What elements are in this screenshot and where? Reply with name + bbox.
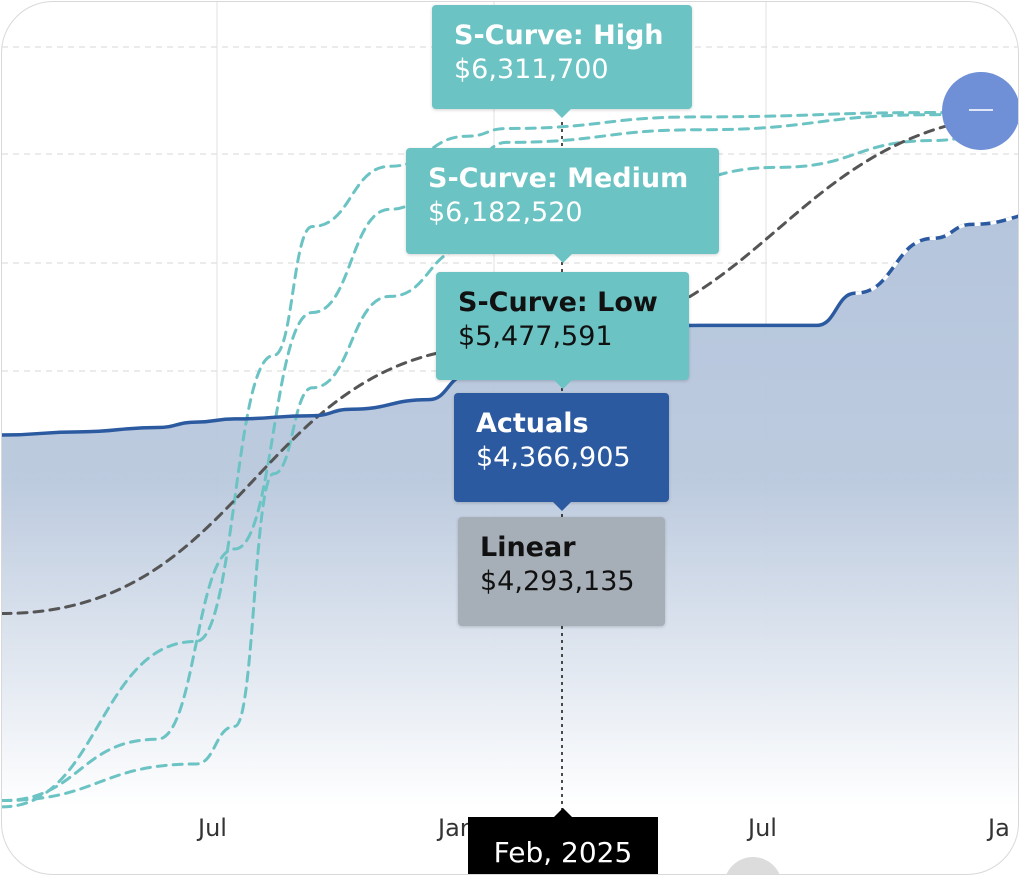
series-line-s-curve-medium[interactable]: [2, 110, 1019, 803]
tooltip-s-curve-medium: S-Curve: Medium $6,182,520: [406, 148, 719, 263]
x-tick-label: Jul: [198, 814, 227, 842]
tooltip-value: $4,366,905: [476, 442, 631, 473]
x-tick-label: Jul: [748, 814, 777, 842]
series-line-s-curve-high[interactable]: [2, 111, 1019, 809]
x-tick-label: Ja: [988, 814, 1010, 842]
collapse-handle-icon[interactable]: [942, 72, 1018, 150]
tooltip-title: S-Curve: Medium: [428, 163, 689, 194]
tooltip-s-curve-low: S-Curve: Low $5,477,591: [436, 272, 689, 389]
tooltip-s-curve-high: S-Curve: High $6,311,700: [432, 5, 692, 118]
tooltip-value: $6,311,700: [454, 54, 609, 85]
tooltip-title: S-Curve: High: [454, 20, 664, 51]
tooltip-value: $5,477,591: [458, 321, 613, 352]
series-lines: [2, 110, 1019, 809]
tooltip-value: $6,182,520: [428, 197, 583, 228]
actuals-forecast-gaps: [855, 214, 1018, 295]
tooltip-linear: Linear $4,293,135: [458, 517, 665, 626]
tooltip-title: S-Curve: Low: [458, 287, 658, 318]
actuals-area-fill: [2, 216, 1018, 807]
crosshair-x-label: Feb, 2025: [468, 808, 658, 874]
series-line-s-curve-low[interactable]: [2, 113, 1019, 803]
tooltip-title: Actuals: [476, 408, 589, 439]
tooltip-title: Linear: [480, 532, 576, 563]
scroll-handle[interactable]: [724, 857, 782, 874]
tooltip-actuals: Actuals $4,366,905: [454, 393, 669, 511]
crosshair-date: Feb, 2025: [493, 836, 633, 869]
tooltip-value: $4,293,135: [480, 566, 635, 597]
actuals-area: [2, 216, 1018, 807]
